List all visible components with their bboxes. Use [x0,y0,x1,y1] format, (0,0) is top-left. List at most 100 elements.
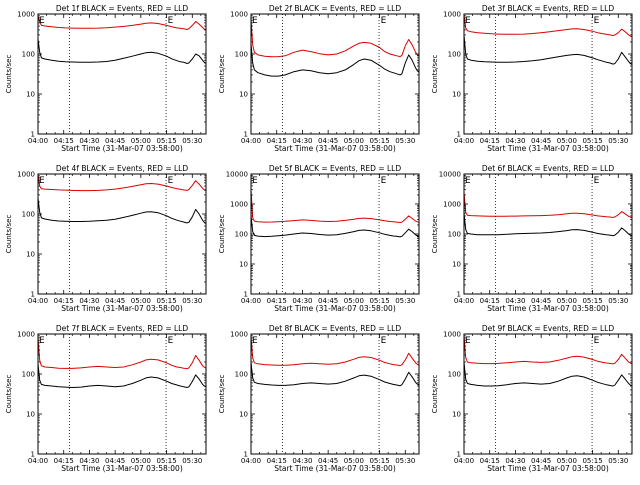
chart-title: Det 4f BLACK = Events, RED = LLD [56,164,189,173]
plot-frame [250,13,420,135]
x-tick-label: 04:45 [531,297,551,305]
y-tick-label: 1 [244,131,248,139]
events-series-line [463,34,633,65]
x-tick-label: 04:00 [454,457,474,465]
x-tick-label: 04:30 [292,457,312,465]
y-axis-label: Counts/sec [5,215,13,254]
x-axis-label: Start Time (31-Mar-07 03:58:00) [487,144,609,153]
x-tick-label: 04:45 [531,137,551,145]
x-tick-label: 05:30 [395,137,415,145]
x-axis-label: Start Time (31-Mar-07 03:58:00) [61,144,183,153]
chart-panel: Det 9f BLACK = Events, RED = LLD E E 1 10 100… [431,324,633,473]
x-tick-label: 04:00 [28,457,48,465]
x-tick-label: 04:30 [505,297,525,305]
y-tick-label: 10 [452,91,461,99]
x-tick-label: 04:15 [480,137,500,145]
lld-series-line [37,173,207,192]
x-tick-label: 05:00 [557,297,577,305]
event-marker-label: E [594,336,600,346]
event-marker-label: E [381,176,387,186]
plot-frame [250,333,420,455]
y-tick-label: 1000 [230,331,248,339]
y-tick-label: 1000 [17,171,35,179]
x-tick-label: 05:15 [582,457,602,465]
x-tick-label: 04:30 [79,457,99,465]
x-tick-label: 04:00 [454,297,474,305]
x-tick-label: 04:45 [531,457,551,465]
y-tick-label: 1 [31,451,35,459]
plot-frame [463,333,633,455]
event-marker-label: E [594,176,600,186]
x-tick-label: 05:15 [369,457,389,465]
lld-series-line [37,15,207,31]
y-axis-label: Counts/sec [218,215,226,254]
y-tick-label: 100 [22,371,35,379]
y-axis-label: Counts/sec [5,55,13,94]
event-marker-label: E [39,16,45,26]
event-marker-label: E [252,336,258,346]
x-tick-label: 04:00 [241,137,261,145]
x-tick-label: 05:00 [344,457,364,465]
y-tick-label: 10 [239,261,248,269]
x-tick-label: 05:15 [156,297,176,305]
x-tick-label: 04:15 [480,297,500,305]
x-tick-label: 05:00 [557,457,577,465]
y-tick-label: 1000 [443,331,461,339]
event-marker-label: E [465,16,471,26]
chart-title: Det 1f BLACK = Events, RED = LLD [56,4,189,13]
x-tick-label: 04:45 [318,297,338,305]
x-axis-label: Start Time (31-Mar-07 03:58:00) [61,304,183,313]
plot-frame [37,173,207,295]
events-series-line [37,363,207,388]
y-tick-label: 1 [457,131,461,139]
lld-series-line [463,192,633,219]
x-tick-label: 05:15 [156,137,176,145]
y-axis-label: Counts/sec [5,375,13,414]
x-tick-label: 04:00 [28,137,48,145]
event-marker-label: E [168,176,174,186]
x-tick-label: 04:30 [505,137,525,145]
chart-title: Det 7f BLACK = Events, RED = LLD [56,324,189,333]
x-tick-label: 04:15 [267,137,287,145]
chart-panel: Det 1f BLACK = Events, RED = LLD E E 1 10 100… [5,4,207,153]
plot-frame [250,173,420,295]
x-tick-label: 04:45 [105,457,125,465]
x-tick-label: 05:30 [608,297,628,305]
chart-panel: Det 8f BLACK = Events, RED = LLD E E 1 10 100… [218,324,420,473]
x-tick-label: 05:15 [582,137,602,145]
event-marker-label: E [465,176,471,186]
plot-frame [37,13,207,135]
x-tick-label: 05:30 [395,457,415,465]
lld-series-line [250,18,420,58]
event-marker-label: E [594,16,600,26]
x-tick-label: 04:30 [292,137,312,145]
y-tick-label: 10 [239,91,248,99]
y-tick-label: 10 [26,411,35,419]
events-series-line [250,215,420,238]
y-tick-label: 1 [244,451,248,459]
y-tick-label: 100 [448,371,461,379]
lld-series-line [250,336,420,367]
y-tick-label: 10 [239,411,248,419]
y-tick-label: 1 [457,291,461,299]
y-tick-label: 100 [22,51,35,59]
x-tick-label: 04:45 [318,137,338,145]
x-tick-label: 04:30 [79,137,99,145]
plot-frame [463,13,633,135]
y-tick-label: 10 [452,261,461,269]
x-tick-label: 04:45 [318,457,338,465]
x-tick-label: 04:15 [54,137,74,145]
events-series-line [37,198,207,224]
x-tick-label: 05:30 [395,297,415,305]
y-tick-label: 100 [235,231,248,239]
chart-panel: Det 5f BLACK = Events, RED = LLD E E 1 10 100… [218,164,420,313]
x-tick-label: 04:15 [267,297,287,305]
x-tick-label: 05:00 [557,137,577,145]
y-tick-label: 100 [448,231,461,239]
lld-series-line [37,337,207,370]
events-series-line [37,38,207,64]
x-tick-label: 05:30 [182,297,202,305]
chart-title: Det 9f BLACK = Events, RED = LLD [482,324,615,333]
